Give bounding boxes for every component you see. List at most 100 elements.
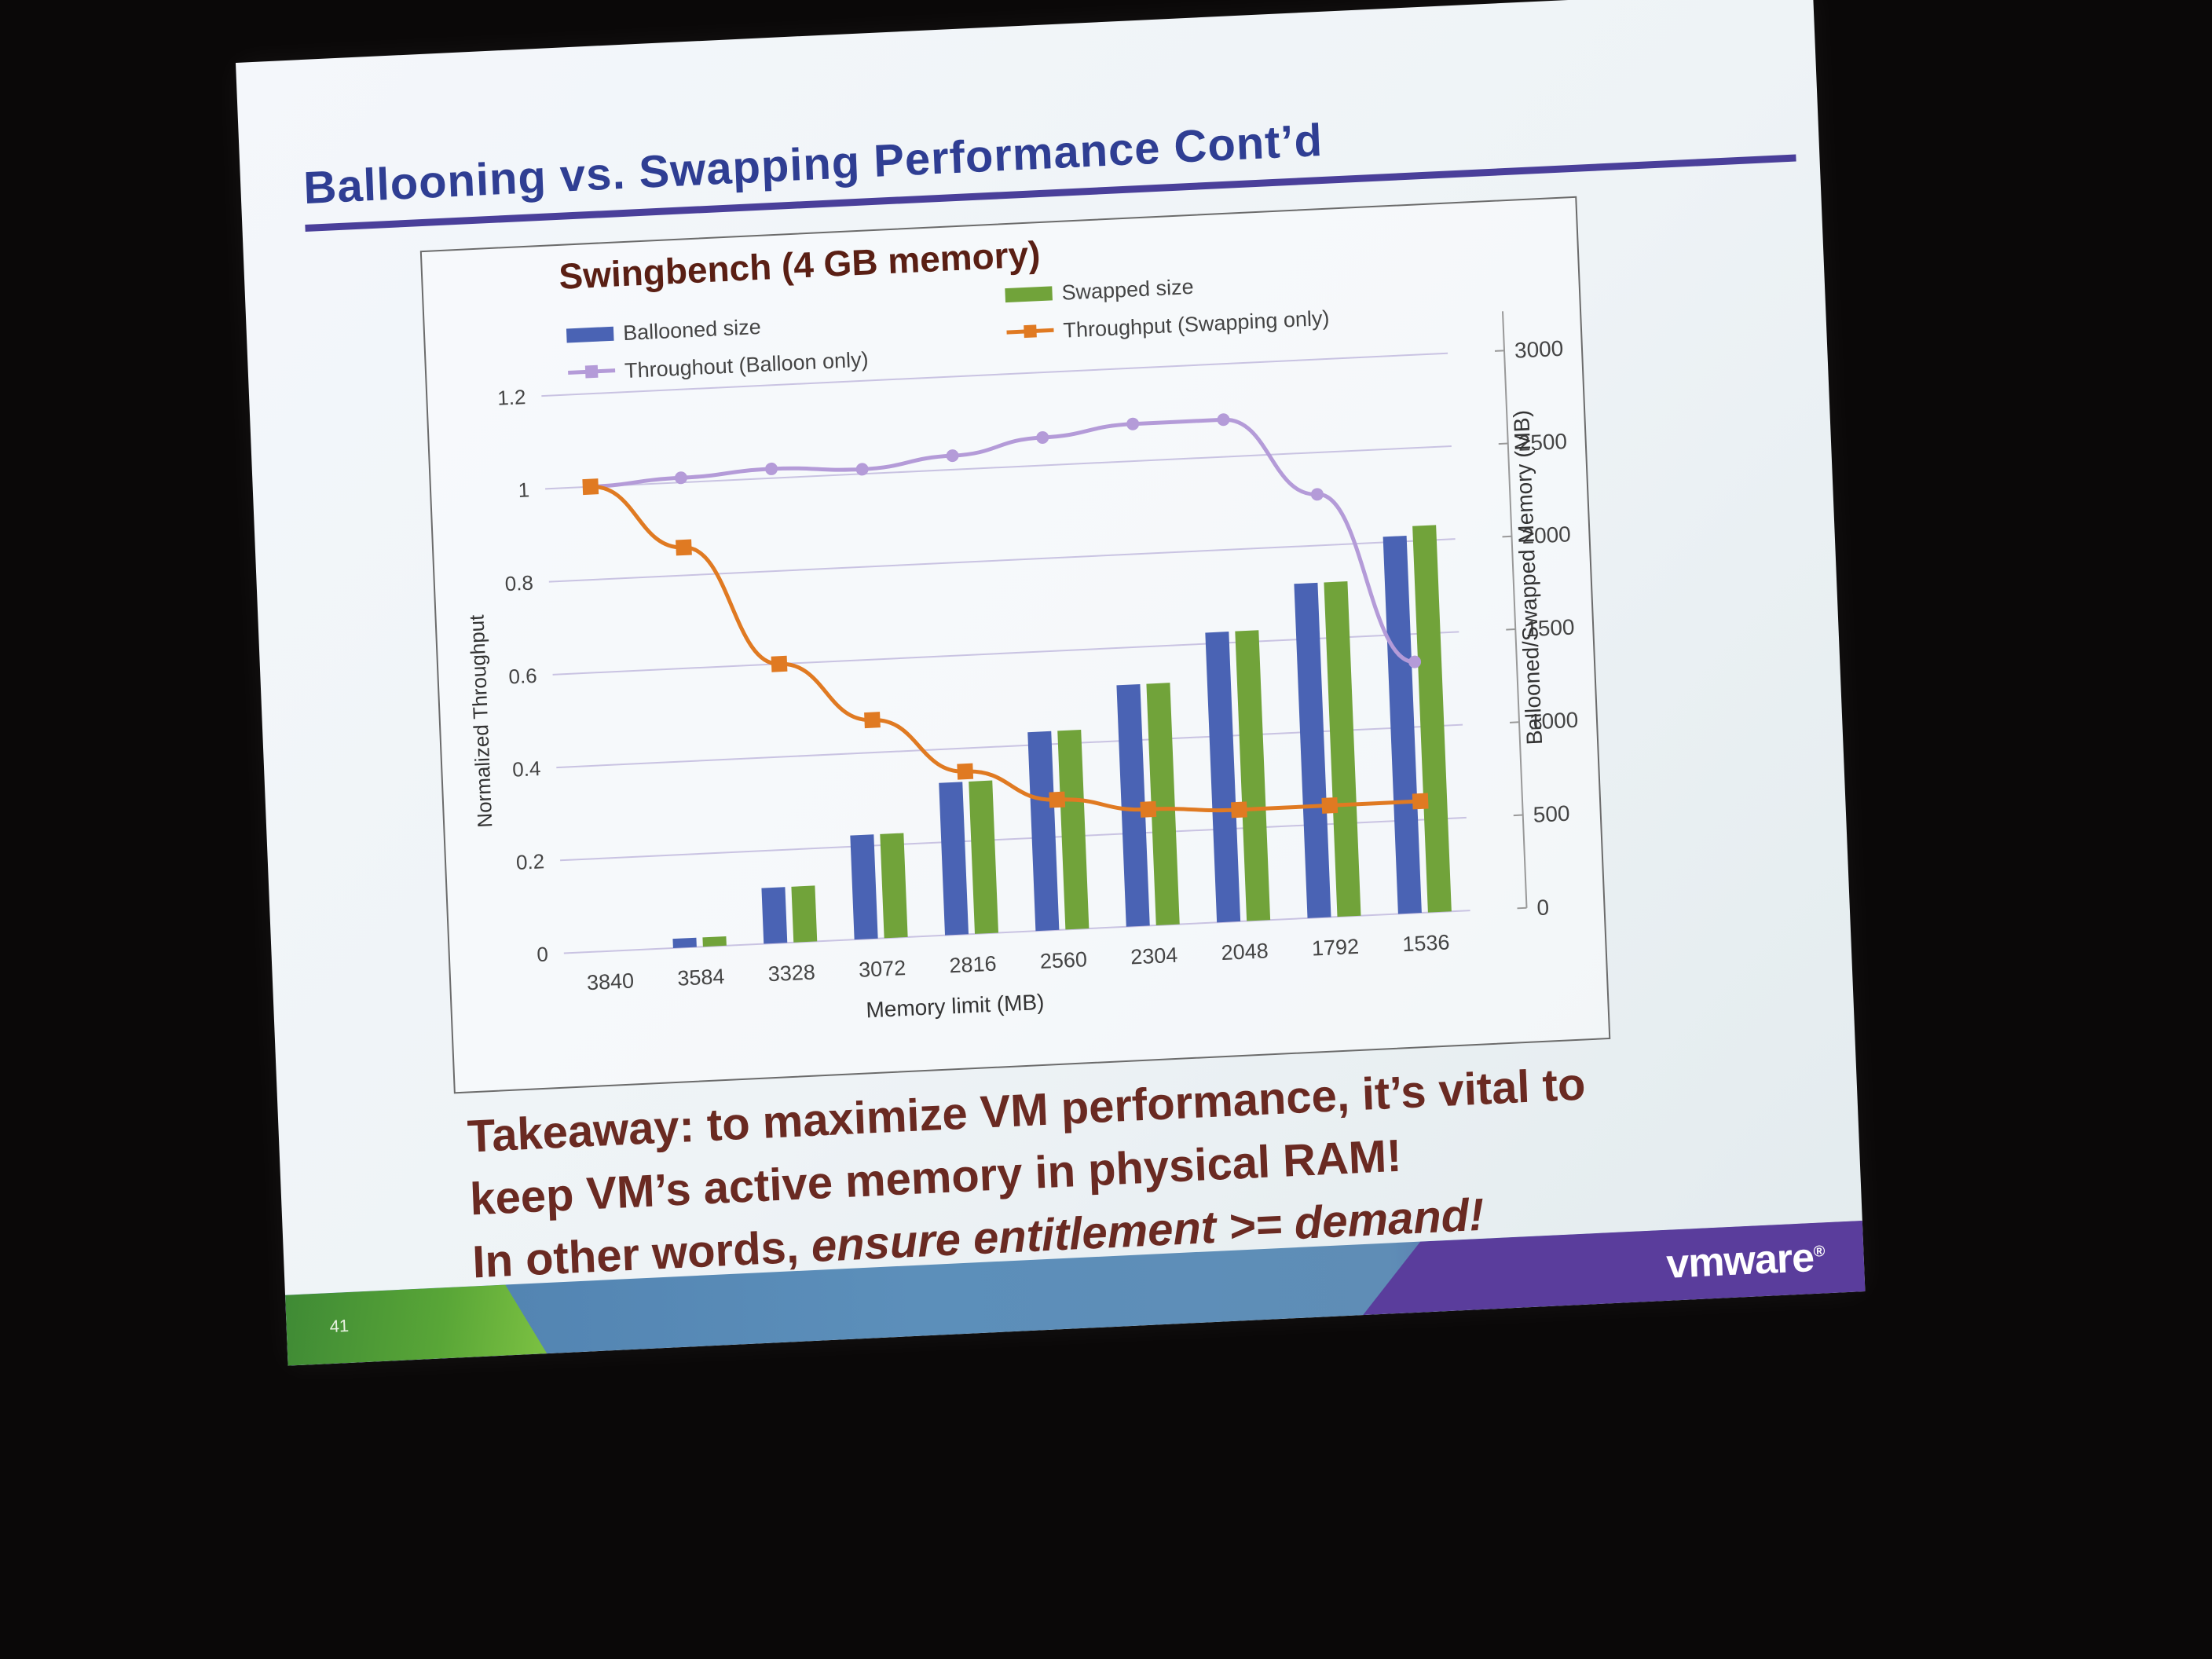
page-number: 41: [329, 1315, 350, 1337]
throughput-swap-point: [676, 539, 692, 556]
y2-tick-label: 0: [1536, 895, 1550, 920]
throughput-swap-point: [771, 655, 788, 672]
y2-tick-mark: [1513, 814, 1523, 817]
throughput-balloon-point: [765, 462, 778, 475]
legend-throughput-swap-label: Throughput (Swapping only): [1063, 306, 1330, 342]
gridline: [545, 445, 1452, 490]
footer-green-wedge: 41: [285, 1283, 547, 1365]
legend-ballooned-label: Ballooned size: [623, 315, 762, 345]
y-axis-label: Normalized Throughput: [464, 613, 496, 828]
y-tick-label: 0.8: [504, 571, 533, 596]
y2-tick-label: 2000: [1522, 522, 1571, 548]
throughput-swap-point: [1321, 797, 1339, 814]
x-tick-label: 2816: [949, 952, 997, 978]
y-tick-label: 1.2: [497, 385, 526, 410]
throughput-balloon-point: [1310, 488, 1324, 501]
x-tick-label: 2048: [1221, 939, 1269, 965]
bar-ballooned-size: [850, 834, 878, 940]
swingbench-chart: 0 0.2 0.4 0.6 0.8 1 1.2 0 500 1000 1500 2000 2500 300…: [464, 233, 1579, 1023]
bar-ballooned-size: [1116, 683, 1150, 927]
throughput-swap-point: [1412, 793, 1429, 810]
throughput-balloon-point: [674, 471, 687, 485]
legend-throughput-balloon-label: Throughout (Balloon only): [624, 347, 870, 383]
bar-ballooned-size: [1205, 632, 1241, 923]
y-tick-label: 0.6: [508, 664, 537, 689]
legend-throughput-balloon-marker: [584, 364, 599, 379]
bar-swapped-size: [969, 780, 999, 934]
throughput-balloon-point: [946, 449, 959, 463]
y2-tick-mark: [1517, 906, 1527, 910]
x-tick-label: 3840: [586, 969, 634, 994]
y-tick-label: 1: [518, 478, 530, 502]
bar-swapped-size: [880, 833, 908, 939]
x-tick-label: 3328: [767, 961, 815, 987]
throughput-swap-line: [590, 485, 1421, 813]
throughput-balloon-point: [1217, 413, 1230, 427]
gridline: [560, 816, 1467, 862]
throughput-swap-point: [957, 763, 974, 780]
bar-ballooned-size: [761, 887, 788, 944]
bar-swapped-size: [702, 936, 727, 947]
logo-text: vmware: [1665, 1235, 1815, 1287]
bar-ballooned-size: [1027, 731, 1060, 932]
slide-title: Ballooning vs. Swapping Performance Cont…: [302, 114, 1324, 214]
bar-swapped-size: [1057, 729, 1090, 930]
throughput-balloon-point: [1036, 430, 1049, 444]
throughput-swap-point: [864, 712, 881, 729]
bar-ballooned-size: [672, 937, 697, 948]
gridline: [548, 538, 1456, 583]
bar-swapped-size: [791, 885, 818, 943]
bar-swapped-size: [1146, 683, 1180, 925]
throughput-swap-point: [1231, 801, 1247, 819]
y2-tick-label: 2500: [1518, 429, 1567, 456]
bar-ballooned-size: [939, 782, 969, 936]
y-tick-label: 0.4: [512, 756, 541, 782]
gridline: [552, 631, 1459, 676]
bar-swapped-size: [1235, 630, 1271, 921]
bar-ballooned-size: [1294, 582, 1331, 918]
axes: 0 0.2 0.4 0.6 0.8 1 1.2 0 500 1000 1500 2000 2500 300…: [497, 311, 1579, 994]
y2-tick-mark: [1509, 721, 1520, 723]
x-tick-label: 3072: [859, 956, 906, 982]
x-axis-label: Memory limit (MB): [866, 990, 1045, 1023]
legend-swapped-swatch: [1005, 286, 1053, 303]
gridline: [556, 723, 1463, 769]
x-tick-label: 2304: [1130, 943, 1178, 969]
y2-tick-label: 500: [1533, 801, 1570, 827]
legend-throughput-swap-marker: [1024, 324, 1037, 339]
lines: [582, 413, 1429, 819]
legend-ballooned-swatch: [566, 326, 614, 343]
throughput-swap-point: [582, 478, 599, 496]
x-tick-label: 2560: [1039, 947, 1087, 973]
gridlines: [541, 352, 1470, 954]
throughput-swap-point: [1140, 800, 1157, 818]
y2-axis-line: [1501, 311, 1528, 908]
bar-swapped-size: [1412, 525, 1452, 913]
logo-registered-mark: ®: [1813, 1243, 1825, 1261]
gridline: [541, 352, 1448, 397]
throughput-balloon-point: [1408, 655, 1422, 668]
x-tick-label: 1792: [1311, 935, 1359, 961]
y2-axis-label: Ballooned/Swapped Memory (MB): [1509, 409, 1547, 745]
x-tick-label: 1536: [1402, 930, 1450, 956]
throughput-balloon-point: [855, 463, 869, 476]
throughput-balloon-line: [590, 417, 1415, 665]
y2-tick-mark: [1506, 628, 1516, 631]
y-tick-label: 0: [537, 943, 549, 967]
y2-tick-mark: [1498, 442, 1508, 445]
throughput-balloon-point: [1126, 417, 1140, 430]
chart-frame: 0 0.2 0.4 0.6 0.8 1 1.2 0 500 1000 1500 2000 2500 300…: [419, 196, 1611, 1094]
bar-swapped-size: [1324, 581, 1361, 917]
bars: [672, 525, 1452, 948]
throughput-swap-point: [1049, 791, 1066, 808]
y2-tick-mark: [1494, 350, 1505, 352]
chart-title: Swingbench (4 GB memory): [558, 233, 1041, 297]
presentation-slide: Ballooning vs. Swapping Performance Cont…: [236, 0, 1866, 1366]
y2-tick-label: 1500: [1525, 614, 1575, 641]
x-tick-label: 3584: [677, 965, 725, 991]
y-tick-label: 0.2: [515, 849, 544, 874]
y2-tick-label: 3000: [1514, 336, 1563, 363]
y2-tick-label: 1000: [1529, 708, 1578, 734]
legend-swapped-label: Swapped size: [1061, 275, 1194, 305]
